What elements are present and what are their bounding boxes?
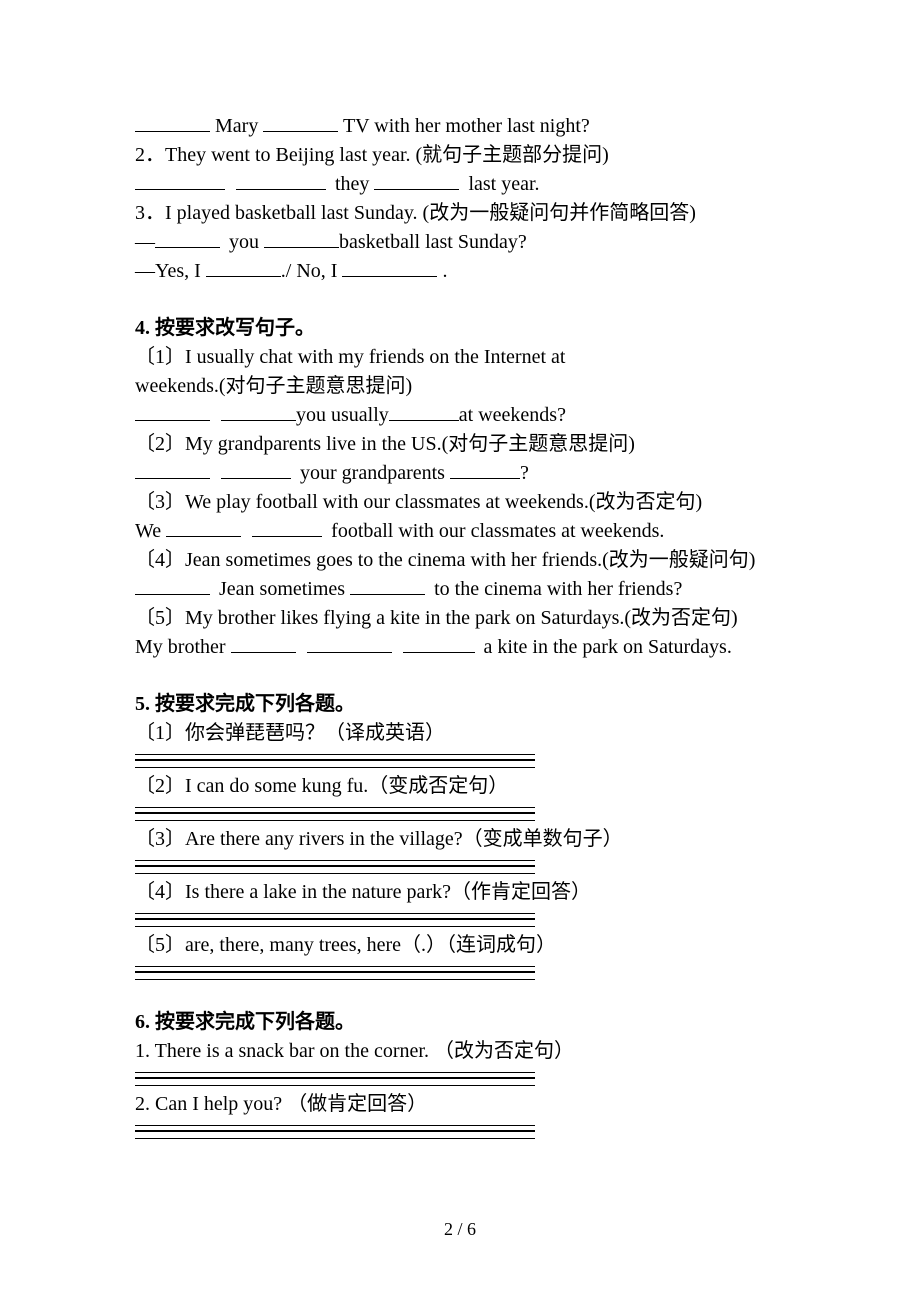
answer-line (135, 764, 535, 768)
q3-line2: 2．They went to Beijing last year. (就句子主题… (135, 141, 790, 170)
answer-line (135, 870, 535, 874)
answer-line (135, 1122, 535, 1126)
q4-3a: 〔3〕We play football with our classmates … (135, 488, 790, 517)
answer-line (135, 1074, 535, 1079)
q6-1: 1. There is a snack bar on the corner. （… (135, 1037, 790, 1066)
t: football with our classmates at weekends… (331, 520, 664, 542)
answer-line (135, 1082, 535, 1086)
answer-line (135, 968, 535, 973)
q3-line3: they last year. (135, 170, 790, 199)
t: they (335, 173, 369, 195)
answer-line (135, 1135, 535, 1139)
q3-line1: Mary TV with her mother last night? (135, 112, 790, 141)
t: you usually (296, 404, 389, 426)
q5-3: 〔3〕Are there any rivers in the village?（… (135, 825, 790, 854)
q3-line5: — you basketball last Sunday? (135, 228, 790, 257)
answer-line (135, 1127, 535, 1132)
t: ? (520, 462, 529, 484)
t: We (135, 520, 161, 542)
t: —Yes, I (135, 260, 201, 282)
q4-2a: 〔2〕My grandparents live in the US.(对句子主题… (135, 430, 790, 459)
answer-line (135, 923, 535, 927)
answer-line (135, 963, 535, 967)
t: Mary (215, 115, 258, 137)
q6-2: 2. Can I help you? （做肯定回答） (135, 1090, 790, 1119)
answer-line (135, 915, 535, 920)
t: you (229, 231, 259, 253)
q4-1c: you usually at weekends? (135, 401, 790, 430)
q3-line6: —Yes, I ./ No, I . (135, 257, 790, 286)
q5-5: 〔5〕are, there, many trees, here（.）（连词成句） (135, 931, 790, 960)
q4-head: 4. 按要求改写句子。 (135, 314, 790, 343)
answer-line (135, 976, 535, 980)
q4-5a: 〔5〕My brother likes flying a kite in the… (135, 604, 790, 633)
q4-5b: My brother a kite in the park on Saturda… (135, 633, 790, 662)
t: basketball last Sunday? (339, 231, 527, 253)
t: My brother (135, 636, 226, 658)
q5-head: 5. 按要求完成下列各题。 (135, 690, 790, 719)
answer-line (135, 910, 535, 914)
answer-line (135, 857, 535, 861)
answer-line (135, 804, 535, 808)
answer-line (135, 862, 535, 867)
q5-1: 〔1〕你会弹琵琶吗？（译成英语） (135, 719, 790, 748)
page-number: 2 / 6 (0, 1216, 920, 1242)
t: your grandparents (300, 462, 445, 484)
q4-4b: Jean sometimes to the cinema with her fr… (135, 575, 790, 604)
t: ./ No, I (281, 260, 338, 282)
q4-4a: 〔4〕Jean sometimes goes to the cinema wit… (135, 546, 790, 575)
t: to the cinema with her friends? (434, 578, 682, 600)
t: at weekends? (459, 404, 566, 426)
q4-1b: weekends.(对句子主题意思提问) (135, 372, 790, 401)
answer-line (135, 1069, 535, 1073)
t: TV with her mother last night? (343, 115, 590, 137)
q5-4: 〔4〕Is there a lake in the nature park?（作… (135, 878, 790, 907)
answer-line (135, 809, 535, 814)
q5-2: 〔2〕I can do some kung fu.（变成否定句） (135, 772, 790, 801)
q3-line4: 3．I played basketball last Sunday. (改为一般… (135, 199, 790, 228)
t: a kite in the park on Saturdays. (484, 636, 732, 658)
answer-line (135, 817, 535, 821)
answer-line (135, 756, 535, 761)
q6-head: 6. 按要求完成下列各题。 (135, 1008, 790, 1037)
q4-1a: 〔1〕I usually chat with my friends on the… (135, 343, 790, 372)
t: . (442, 260, 447, 282)
answer-line (135, 751, 535, 755)
t: last year. (468, 173, 539, 195)
t: Jean sometimes (219, 578, 345, 600)
q4-3b: We football with our classmates at weeke… (135, 517, 790, 546)
q4-2b: your grandparents ? (135, 459, 790, 488)
t: — (135, 231, 155, 253)
